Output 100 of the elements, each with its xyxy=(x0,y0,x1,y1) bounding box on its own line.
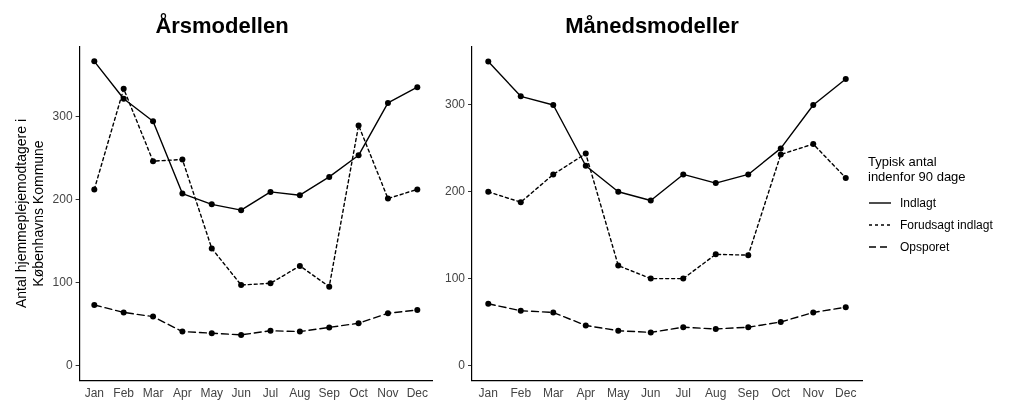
point xyxy=(326,173,333,180)
point xyxy=(120,85,127,92)
point xyxy=(712,325,719,332)
point xyxy=(208,245,215,252)
point xyxy=(91,186,98,193)
point xyxy=(777,145,784,152)
point xyxy=(238,331,245,338)
y-tick-label: 300 xyxy=(444,97,466,112)
x-tick-label: Sep xyxy=(318,386,341,401)
point xyxy=(680,275,687,282)
point xyxy=(238,282,245,288)
x-tick-label: Aug xyxy=(289,386,311,401)
x-tick-label: Mar xyxy=(142,386,164,401)
point xyxy=(267,188,274,195)
point xyxy=(296,192,303,199)
point xyxy=(842,75,849,82)
point xyxy=(777,319,784,326)
point xyxy=(517,307,524,314)
point xyxy=(517,93,524,100)
point xyxy=(582,322,589,329)
x-tick-label: Jun xyxy=(231,386,251,401)
point xyxy=(745,252,752,259)
x-tick-label: Aug xyxy=(705,386,727,401)
point xyxy=(384,310,391,317)
point xyxy=(267,280,274,287)
point xyxy=(582,162,589,169)
y-tick-label: 200 xyxy=(52,191,73,206)
point xyxy=(384,195,391,202)
point xyxy=(582,150,589,157)
point xyxy=(120,309,127,316)
point xyxy=(326,324,333,331)
point xyxy=(680,324,687,331)
point xyxy=(179,156,186,163)
point xyxy=(550,171,557,178)
point xyxy=(810,141,817,148)
x-tick-label: Apr xyxy=(173,386,192,401)
point xyxy=(712,180,719,187)
point xyxy=(485,300,492,307)
y-tick-label: 0 xyxy=(458,357,466,372)
x-tick-label: Sep xyxy=(737,386,760,401)
point xyxy=(296,262,303,269)
point xyxy=(615,327,622,334)
x-tick-label: Oct xyxy=(349,386,369,401)
x-tick-label: Jan xyxy=(84,386,104,401)
x-tick-label: Nov xyxy=(802,386,824,401)
legend-title: Typisk antal indenfor 90 dage xyxy=(868,153,967,184)
point xyxy=(647,197,654,204)
point xyxy=(842,304,849,311)
y-axis-title: Antal hjemmeplejemodtagere i Københavns Kommune xyxy=(13,118,47,309)
legend-label: Forudsagt indlagt xyxy=(900,217,993,232)
x-tick-label: Dec xyxy=(835,386,857,401)
point xyxy=(647,329,654,336)
point xyxy=(414,306,421,313)
point xyxy=(179,328,186,335)
x-tick-label: Mar xyxy=(542,386,564,401)
x-tick-label: May xyxy=(606,386,630,401)
point xyxy=(712,251,719,258)
point xyxy=(150,158,157,165)
point xyxy=(745,171,752,178)
point xyxy=(208,201,215,208)
point xyxy=(91,301,98,308)
point xyxy=(517,199,524,206)
point xyxy=(485,58,492,65)
chart-title: Månedsmodeller xyxy=(565,13,740,39)
point xyxy=(150,118,157,125)
point xyxy=(777,151,784,158)
x-tick-label: Dec xyxy=(406,386,428,401)
point xyxy=(150,313,157,320)
legend-label: Opsporet xyxy=(900,239,950,254)
point xyxy=(238,207,245,214)
point xyxy=(842,174,849,181)
point xyxy=(615,262,622,269)
point xyxy=(355,152,362,159)
point xyxy=(810,309,817,316)
point xyxy=(414,84,421,91)
legend-label: Indlagt xyxy=(900,195,937,210)
x-tick-label: Nov xyxy=(377,386,399,401)
point xyxy=(810,101,817,108)
point xyxy=(91,58,98,65)
x-tick-label: May xyxy=(200,386,224,401)
point xyxy=(550,101,557,108)
point xyxy=(326,283,333,290)
y-tick-label: 300 xyxy=(52,108,73,123)
x-tick-label: Feb xyxy=(113,386,135,401)
x-tick-label: Feb xyxy=(510,386,532,401)
chart-title: Årsmodellen xyxy=(155,12,289,39)
point xyxy=(296,328,303,335)
point xyxy=(267,327,274,334)
point xyxy=(680,171,687,178)
point xyxy=(550,309,557,316)
x-tick-label: Jun xyxy=(641,386,661,401)
point xyxy=(120,95,127,102)
point xyxy=(355,122,362,129)
x-tick-label: Apr xyxy=(576,386,596,401)
point xyxy=(615,188,622,195)
point xyxy=(745,324,752,331)
x-tick-label: Jul xyxy=(675,386,691,401)
y-tick-label: 100 xyxy=(52,274,73,289)
y-tick-label: 200 xyxy=(444,184,466,199)
point xyxy=(485,188,492,195)
